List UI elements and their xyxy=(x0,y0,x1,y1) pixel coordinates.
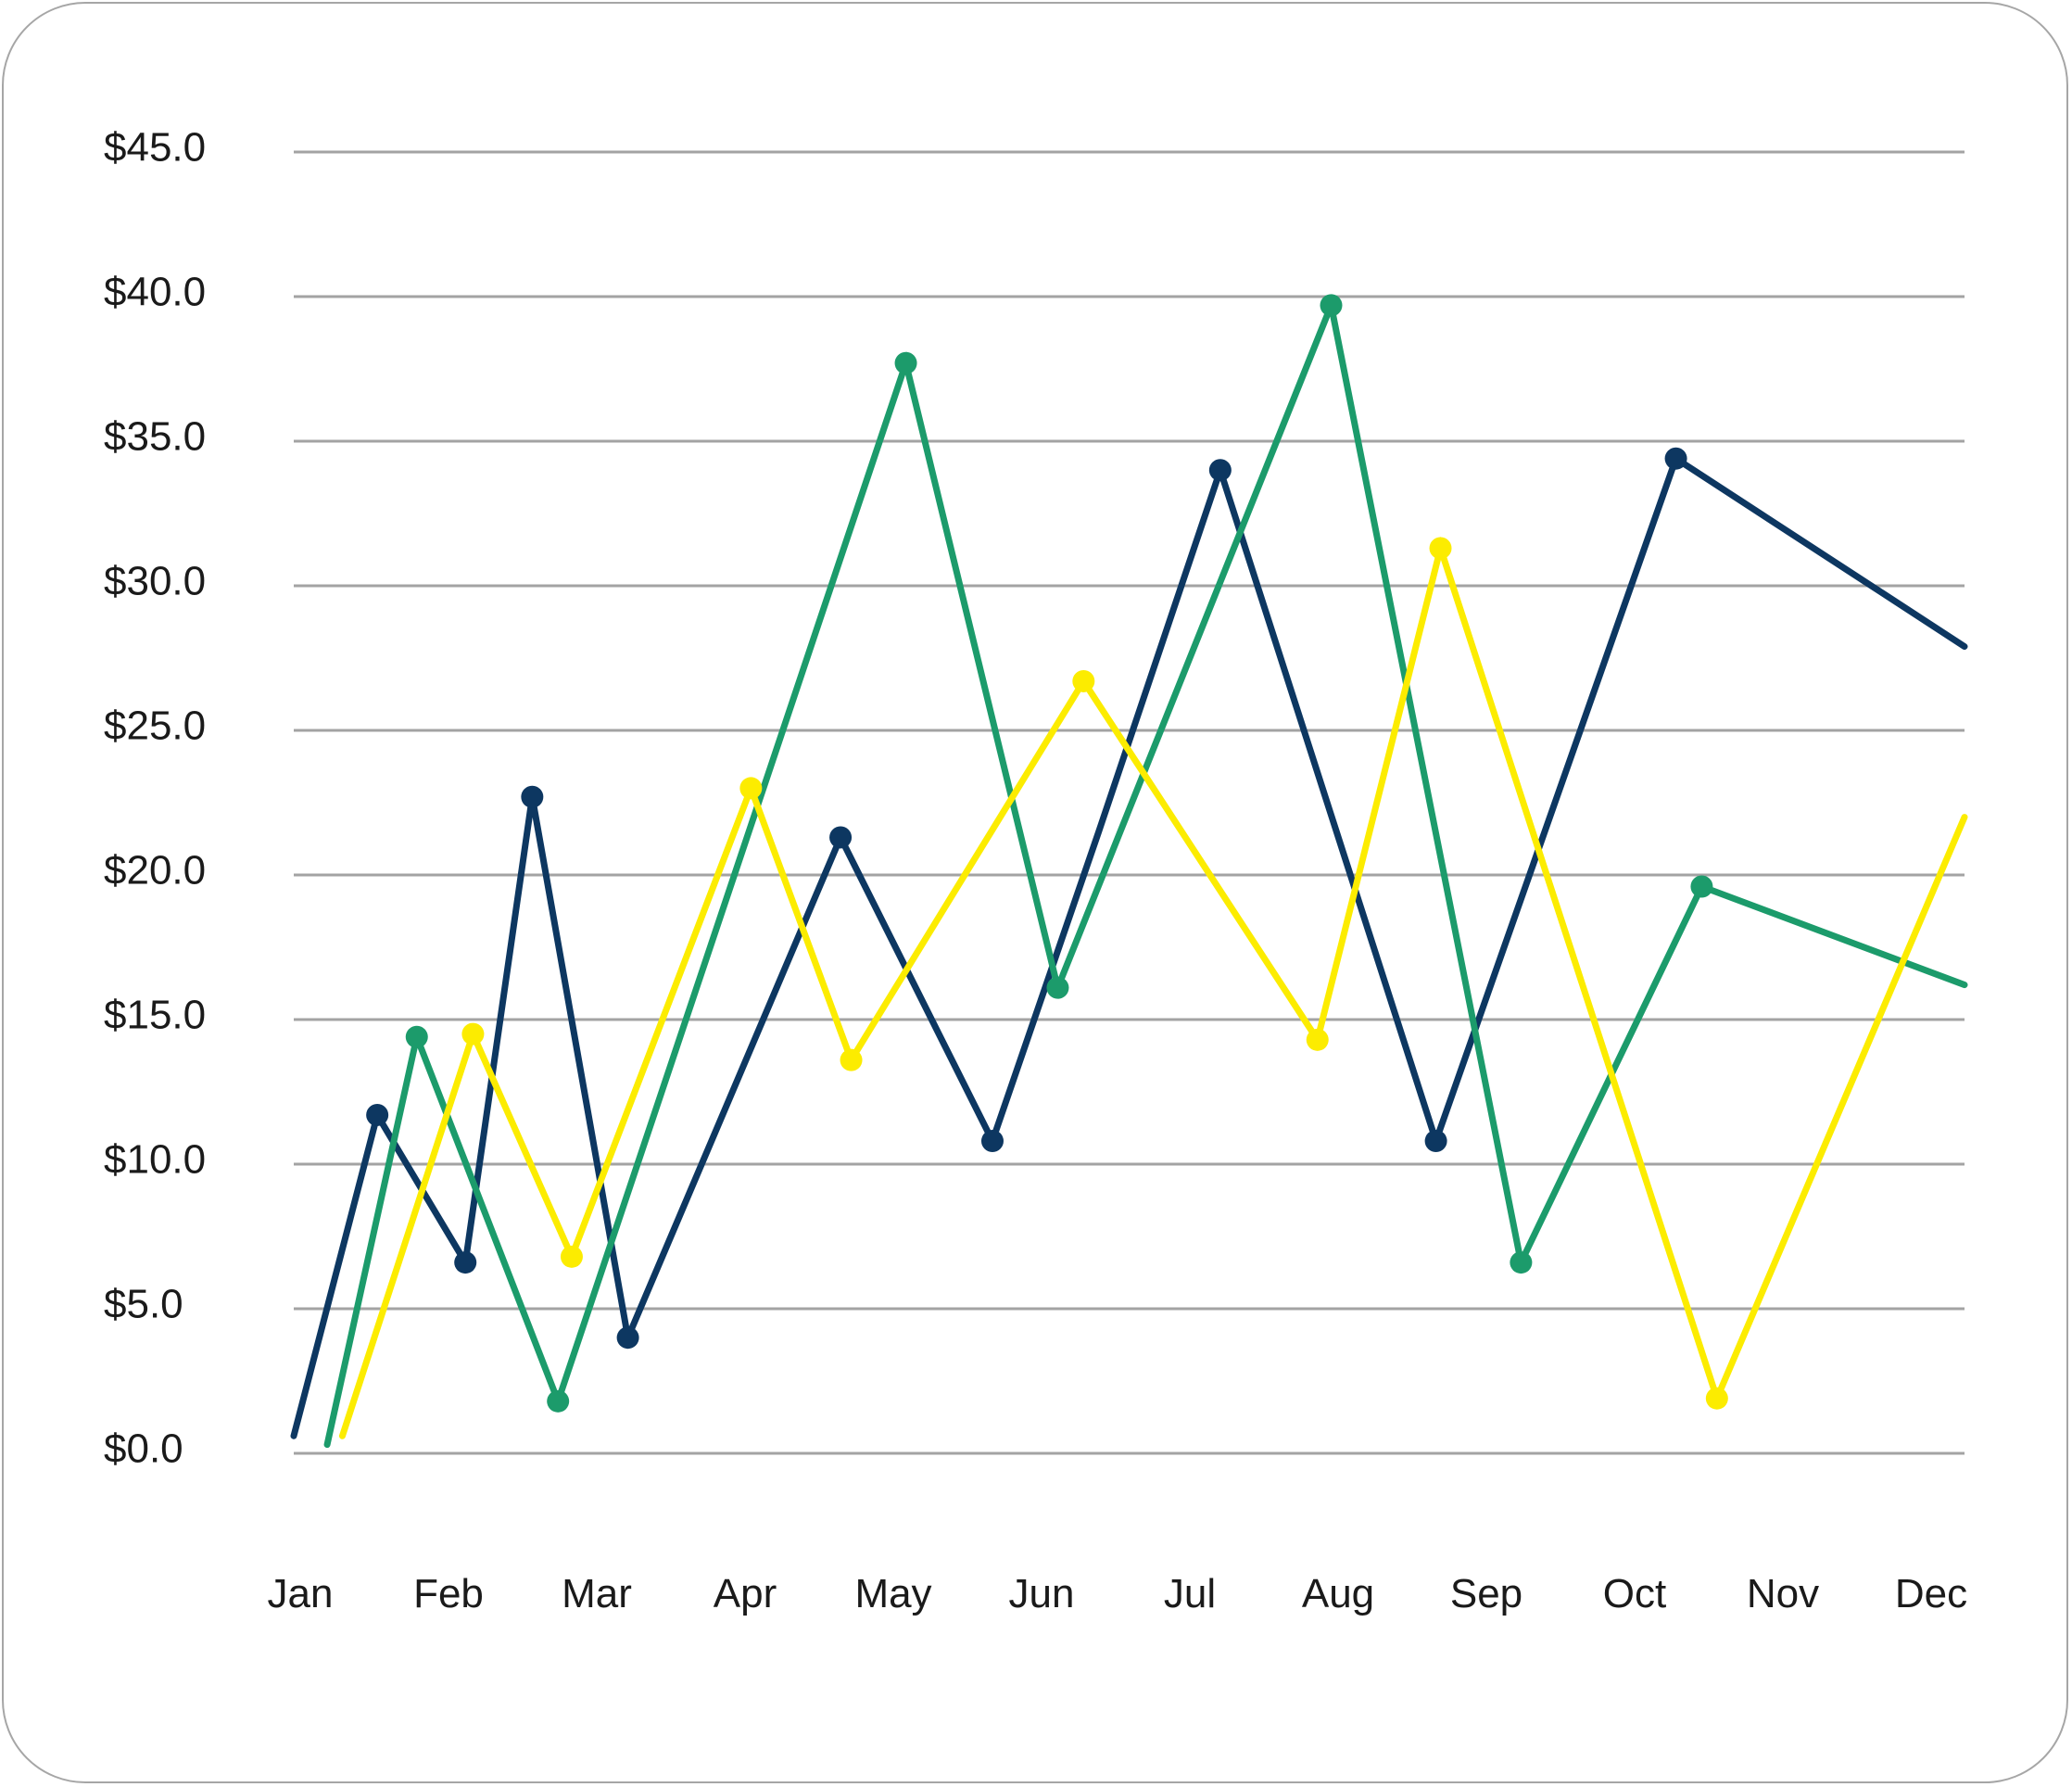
y-tick-label: $5.0 xyxy=(104,1282,183,1327)
data-point xyxy=(1429,537,1452,560)
y-axis-tick-labels: $0.0 $5.0 $10.0 $15.0 $20.0 $25.0 $30.0 $35.0 $4… xyxy=(104,125,206,1472)
data-point xyxy=(1510,1251,1533,1274)
data-point xyxy=(616,1326,639,1350)
y-tick-label: $20.0 xyxy=(104,848,206,894)
data-point xyxy=(547,1389,570,1413)
x-tick-label: Dec xyxy=(1895,1571,1967,1616)
series-0 xyxy=(290,447,1968,1439)
series-1 xyxy=(323,294,1968,1449)
data-point xyxy=(1320,294,1343,317)
x-tick-label: May xyxy=(854,1571,931,1616)
x-tick-label: Nov xyxy=(1747,1571,1819,1616)
x-tick-label: Sep xyxy=(1450,1571,1522,1616)
gridlines xyxy=(294,150,1965,1455)
data-point xyxy=(405,1025,428,1048)
data-point xyxy=(1072,669,1095,692)
series-2 xyxy=(338,536,1968,1439)
y-tick-label: $45.0 xyxy=(104,125,206,171)
y-tick-label: $30.0 xyxy=(104,559,206,604)
data-point xyxy=(1705,1387,1728,1410)
data-point xyxy=(461,1022,485,1046)
x-tick-label: Jun xyxy=(1009,1571,1075,1616)
data-point xyxy=(560,1245,583,1268)
data-point xyxy=(1424,1130,1447,1153)
data-point xyxy=(1046,976,1069,999)
data-point xyxy=(1306,1028,1329,1051)
y-tick-label: $40.0 xyxy=(104,270,206,315)
x-tick-label: Mar xyxy=(562,1571,632,1616)
data-point xyxy=(980,1130,1004,1153)
series-line xyxy=(290,453,1968,1439)
y-tick-label: $0.0 xyxy=(104,1426,183,1472)
y-tick-label: $25.0 xyxy=(104,703,206,749)
y-tick-label: $35.0 xyxy=(104,414,206,460)
x-tick-label: Aug xyxy=(1302,1571,1374,1616)
data-point xyxy=(1690,875,1713,898)
data-point xyxy=(894,351,917,374)
data-point xyxy=(366,1103,389,1126)
data-point xyxy=(829,826,853,849)
y-tick-label: $10.0 xyxy=(104,1137,206,1183)
y-tick-label: $15.0 xyxy=(104,993,206,1038)
data-point xyxy=(1664,447,1687,470)
data-point xyxy=(1208,459,1232,482)
data-point xyxy=(840,1048,863,1071)
x-tick-label: Jan xyxy=(268,1571,334,1616)
data-point xyxy=(454,1251,477,1274)
data-point xyxy=(521,785,544,808)
x-tick-label: Apr xyxy=(714,1571,777,1616)
series-line xyxy=(338,536,1968,1439)
data-point xyxy=(739,777,763,800)
x-tick-label: Oct xyxy=(1603,1571,1666,1616)
series-lines xyxy=(290,294,1968,1449)
x-tick-label: Jul xyxy=(1164,1571,1216,1616)
x-axis-tick-labels: Jan Feb Mar Apr May Jun Jul Aug Sep Oct Nov Dec xyxy=(268,1571,1968,1616)
x-tick-label: Feb xyxy=(413,1571,484,1616)
